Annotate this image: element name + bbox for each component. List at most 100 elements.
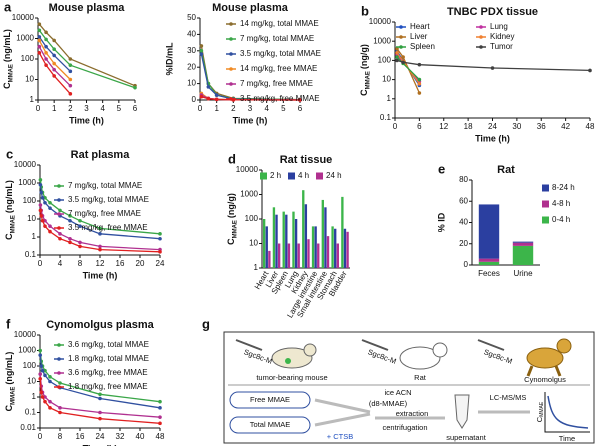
x-tick-label: 8 (58, 432, 63, 441)
mini-xlabel: Time (559, 434, 575, 443)
data-point (38, 182, 43, 187)
y-axis-label: CMMAE (ng/mL) (4, 352, 16, 412)
y-tick-label: 1 (254, 263, 259, 272)
data-point (298, 98, 302, 102)
bar (304, 204, 308, 268)
series-line (396, 56, 420, 81)
data-point (48, 200, 52, 205)
data-point (52, 53, 56, 58)
data-point (158, 421, 162, 426)
y-tick-label: 10000 (14, 330, 37, 339)
data-point (39, 190, 44, 195)
data-point (199, 52, 204, 56)
legend-label: Tumor (490, 42, 513, 51)
sample-box (229, 391, 311, 409)
y-tick-label: 1000 (16, 34, 34, 43)
legend-swatch (57, 357, 61, 361)
bar (285, 214, 288, 268)
data-point (58, 381, 62, 385)
y-axis-label: % ID (436, 212, 446, 232)
data-point (68, 69, 73, 74)
arrow (314, 398, 371, 427)
legend-label: 1.8 mg/kg, free MMAE (68, 382, 148, 391)
y-axis-label: CMMAE (ng/mL) (2, 29, 14, 89)
bar-segment (478, 258, 500, 262)
legend-label: 14 mg/kg, total MMAE (240, 19, 319, 28)
bar (343, 228, 347, 268)
x-tick-label: 3 (84, 104, 89, 113)
data-point (98, 232, 102, 236)
data-point (48, 375, 52, 379)
centrifugation-label: centrifugation (382, 423, 427, 432)
data-point (78, 224, 82, 228)
x-tick-label: 0 (36, 104, 41, 113)
data-point (37, 44, 42, 49)
series-line (38, 36, 71, 72)
legend-label: 1.8 mg/kg, total MMAE (68, 354, 149, 363)
data-point (395, 58, 399, 63)
data-point (52, 38, 56, 43)
x-axis-label: Time (h) (69, 115, 104, 125)
legend-swatch (260, 172, 267, 180)
diagram-frame (223, 331, 595, 444)
legend-swatch (229, 52, 233, 56)
mini-ylabel-sub: MMAE (539, 401, 545, 417)
bar (314, 226, 317, 268)
bar (277, 243, 281, 268)
x-tick-label: 0 (198, 104, 203, 113)
data-point (58, 208, 62, 213)
y-tick-label: 0 (192, 95, 197, 104)
x-tick-label: 2 (231, 104, 236, 113)
data-point (490, 66, 495, 70)
tube-icon (454, 394, 470, 429)
legend-label: Lung (490, 22, 508, 31)
y-tick-label: 100 (23, 361, 37, 370)
data-point (43, 218, 47, 223)
bar (326, 236, 330, 268)
legend-swatch (542, 200, 549, 208)
legend-label: 8-24 h (552, 183, 575, 192)
bar (262, 219, 266, 268)
extraction-label: ice ACN (384, 388, 411, 397)
bar-segment (512, 241, 534, 243)
data-point (588, 68, 592, 73)
y-label-sub: MMAE (8, 64, 14, 82)
bar (336, 243, 339, 268)
data-point (52, 61, 56, 66)
x-axis-label: Time (h) (475, 133, 510, 143)
data-point (40, 218, 45, 223)
y-tick-label: 10 (249, 239, 258, 248)
x-tick-label: 40 (136, 432, 145, 441)
x-tick-label: 12 (439, 122, 448, 131)
y-label-unit: (ng/mL) (4, 180, 14, 213)
y-axis-label: %ID/mL (164, 42, 174, 76)
bar (268, 250, 271, 268)
x-tick-label: 36 (537, 122, 546, 131)
y-axis-label: CMMAE (ng/mL) (4, 180, 16, 240)
x-tick-label: 5 (117, 104, 122, 113)
legend-swatch (288, 172, 295, 180)
data-point (44, 63, 48, 67)
data-point (52, 47, 56, 52)
chart-title: Rat tissue (280, 154, 333, 166)
y-tick-label: 1 (32, 232, 37, 241)
data-point (158, 250, 162, 254)
y-tick-label: 1000 (18, 346, 36, 355)
data-point (158, 236, 162, 241)
bar (272, 207, 276, 268)
x-tick-label: 6 (417, 122, 422, 131)
x-tick-label: 6 (298, 104, 303, 113)
chart-title: Mouse plasma (49, 2, 126, 14)
data-point (158, 406, 162, 410)
data-point (39, 364, 44, 368)
legend-label: 3.5 mg/kg, free MMAE (240, 94, 320, 103)
data-point (68, 214, 72, 218)
data-point (395, 50, 399, 55)
y-tick-label: 10 (187, 79, 196, 88)
y-tick-label: 50 (187, 13, 196, 22)
data-point (48, 224, 52, 228)
data-point (214, 93, 219, 97)
y-tick-label: 10 (27, 214, 36, 223)
series-line (38, 52, 71, 95)
legend-swatch (57, 212, 61, 216)
